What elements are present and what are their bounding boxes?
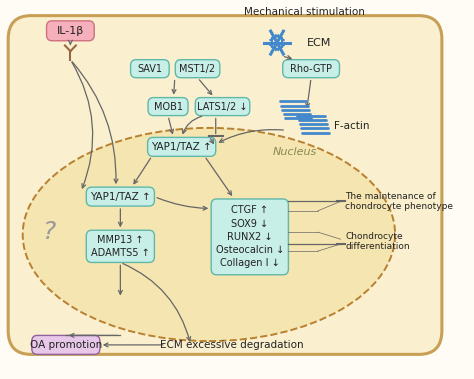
- Text: IL-1β: IL-1β: [57, 26, 84, 36]
- Text: SAV1: SAV1: [137, 64, 163, 74]
- FancyBboxPatch shape: [211, 199, 288, 275]
- Text: OA promotion: OA promotion: [30, 340, 102, 350]
- FancyBboxPatch shape: [175, 60, 220, 78]
- FancyBboxPatch shape: [8, 16, 442, 354]
- FancyBboxPatch shape: [147, 138, 216, 157]
- Text: ?: ?: [43, 220, 56, 244]
- Text: MST1/2: MST1/2: [180, 64, 216, 74]
- FancyBboxPatch shape: [283, 60, 339, 78]
- Text: MOB1: MOB1: [154, 102, 182, 111]
- Text: Rho-GTP: Rho-GTP: [290, 64, 332, 74]
- Text: Chondrocyte
differentiation: Chondrocyte differentiation: [345, 232, 410, 251]
- FancyBboxPatch shape: [46, 21, 94, 41]
- Text: YAP1/TAZ ↑: YAP1/TAZ ↑: [90, 192, 151, 202]
- FancyBboxPatch shape: [86, 230, 155, 262]
- Text: CTGF ↑
SOX9 ↓
RUNX2 ↓
Osteocalcin ↓
Collagen I ↓: CTGF ↑ SOX9 ↓ RUNX2 ↓ Osteocalcin ↓ Coll…: [216, 205, 284, 268]
- Text: MMP13 ↑
ADAMTS5 ↑: MMP13 ↑ ADAMTS5 ↑: [91, 235, 150, 258]
- Text: ECM: ECM: [307, 38, 331, 48]
- Text: LATS1/2 ↓: LATS1/2 ↓: [197, 102, 248, 111]
- Text: YAP1/TAZ ↑: YAP1/TAZ ↑: [151, 142, 212, 152]
- FancyBboxPatch shape: [130, 60, 169, 78]
- Text: Nucleus: Nucleus: [273, 147, 317, 157]
- Ellipse shape: [23, 128, 395, 341]
- FancyBboxPatch shape: [195, 98, 250, 116]
- FancyBboxPatch shape: [86, 187, 155, 206]
- FancyBboxPatch shape: [32, 335, 100, 354]
- Text: ECM excessive degradation: ECM excessive degradation: [160, 340, 303, 350]
- Text: F-actin: F-actin: [334, 121, 369, 130]
- FancyBboxPatch shape: [148, 98, 188, 116]
- Text: The maintenance of
chondrocyte phenotype: The maintenance of chondrocyte phenotype: [345, 192, 453, 211]
- Text: Mechanical stimulation: Mechanical stimulation: [244, 7, 365, 17]
